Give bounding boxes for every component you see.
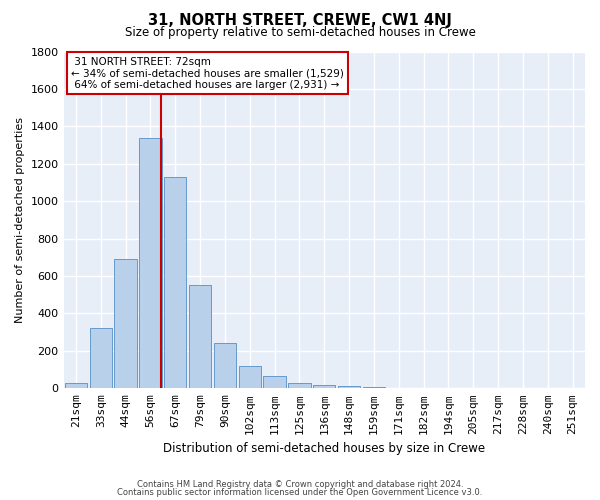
Bar	[115, 259, 137, 388]
Text: 31, NORTH STREET, CREWE, CW1 4NJ: 31, NORTH STREET, CREWE, CW1 4NJ	[148, 12, 452, 28]
Bar	[313, 384, 335, 388]
Bar	[89, 328, 112, 388]
Bar	[288, 382, 311, 388]
X-axis label: Distribution of semi-detached houses by size in Crewe: Distribution of semi-detached houses by …	[163, 442, 485, 455]
Y-axis label: Number of semi-detached properties: Number of semi-detached properties	[15, 117, 25, 323]
Bar	[214, 344, 236, 388]
Bar	[164, 177, 187, 388]
Bar	[239, 366, 261, 388]
Bar	[139, 138, 161, 388]
Text: Size of property relative to semi-detached houses in Crewe: Size of property relative to semi-detach…	[125, 26, 475, 39]
Text: Contains public sector information licensed under the Open Government Licence v3: Contains public sector information licen…	[118, 488, 482, 497]
Bar	[338, 386, 360, 388]
Text: Contains HM Land Registry data © Crown copyright and database right 2024.: Contains HM Land Registry data © Crown c…	[137, 480, 463, 489]
Text: 31 NORTH STREET: 72sqm
← 34% of semi-detached houses are smaller (1,529)
 64% of: 31 NORTH STREET: 72sqm ← 34% of semi-det…	[71, 56, 344, 90]
Bar	[65, 382, 87, 388]
Bar	[189, 286, 211, 389]
Bar	[263, 376, 286, 388]
